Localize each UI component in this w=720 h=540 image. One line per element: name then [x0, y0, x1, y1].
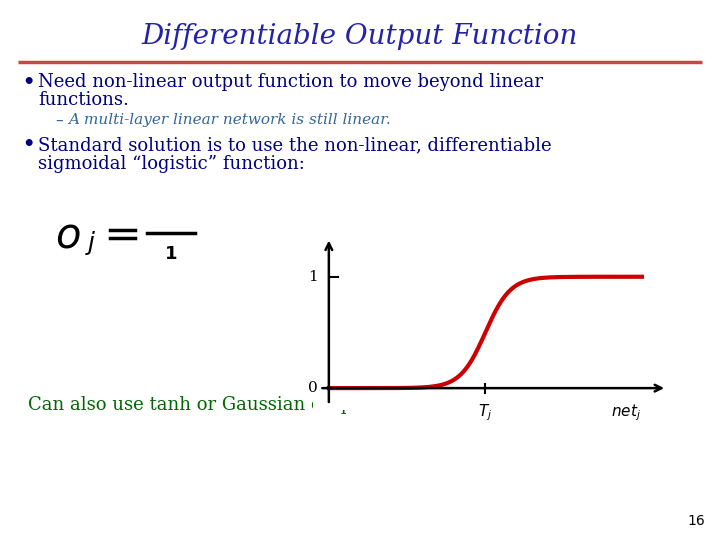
Text: sigmoidal “logistic” function:: sigmoidal “logistic” function:	[38, 155, 305, 173]
Text: A multi-layer linear network is still linear.: A multi-layer linear network is still li…	[68, 113, 391, 127]
Text: $o$: $o$	[55, 214, 81, 256]
Text: 16: 16	[688, 514, 705, 528]
Text: $T_j$: $T_j$	[478, 403, 492, 423]
Text: Can also use tanh or Gaussian output function: Can also use tanh or Gaussian output fun…	[27, 396, 452, 414]
Text: 1: 1	[308, 270, 318, 284]
Text: Standard solution is to use the non-linear, differentiable: Standard solution is to use the non-line…	[38, 136, 552, 154]
Text: •: •	[22, 136, 35, 154]
Text: functions.: functions.	[38, 91, 129, 109]
Text: –: –	[55, 112, 63, 127]
Text: Need non-linear output function to move beyond linear: Need non-linear output function to move …	[38, 73, 543, 91]
Text: $j$: $j$	[85, 229, 96, 257]
Text: $net_j$: $net_j$	[611, 403, 642, 423]
Text: 0: 0	[308, 381, 318, 395]
Text: Differentiable Output Function: Differentiable Output Function	[142, 24, 578, 51]
Text: $\mathbf{1}$: $\mathbf{1}$	[164, 245, 178, 263]
Text: •: •	[22, 72, 35, 91]
